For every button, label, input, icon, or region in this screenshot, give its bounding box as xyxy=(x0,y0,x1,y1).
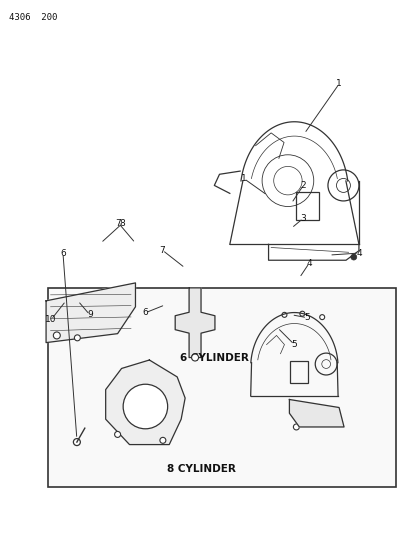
Circle shape xyxy=(192,354,199,361)
Text: 10: 10 xyxy=(45,315,57,324)
Polygon shape xyxy=(289,400,344,427)
Text: 4306  200: 4306 200 xyxy=(9,13,58,22)
Bar xyxy=(290,361,308,383)
Circle shape xyxy=(115,431,121,438)
Text: 6 CYLINDER: 6 CYLINDER xyxy=(180,352,249,362)
Text: 7: 7 xyxy=(160,246,165,255)
Text: 3: 3 xyxy=(300,214,306,223)
Circle shape xyxy=(123,384,168,429)
Text: 5: 5 xyxy=(291,340,297,349)
Circle shape xyxy=(300,311,305,316)
Text: 6: 6 xyxy=(60,248,66,257)
Circle shape xyxy=(53,332,60,339)
Text: 7: 7 xyxy=(116,219,122,228)
Text: 9: 9 xyxy=(87,310,93,319)
Circle shape xyxy=(351,254,357,260)
Bar xyxy=(296,192,319,221)
Text: 8: 8 xyxy=(120,219,125,228)
Circle shape xyxy=(293,424,299,430)
Circle shape xyxy=(74,335,80,341)
Text: 2: 2 xyxy=(301,181,306,190)
Text: 8 CYLINDER: 8 CYLINDER xyxy=(166,464,235,474)
Text: 4: 4 xyxy=(356,248,362,257)
Text: 4: 4 xyxy=(306,259,312,268)
Text: 1: 1 xyxy=(336,79,342,88)
Polygon shape xyxy=(46,283,135,343)
Circle shape xyxy=(282,312,287,317)
Circle shape xyxy=(320,314,325,320)
Polygon shape xyxy=(106,360,185,445)
Circle shape xyxy=(160,438,166,443)
Circle shape xyxy=(73,439,80,446)
Polygon shape xyxy=(175,288,215,358)
Text: 6: 6 xyxy=(142,308,148,317)
Bar xyxy=(48,288,396,487)
Text: 5: 5 xyxy=(304,313,310,322)
Text: 1: 1 xyxy=(241,174,246,183)
